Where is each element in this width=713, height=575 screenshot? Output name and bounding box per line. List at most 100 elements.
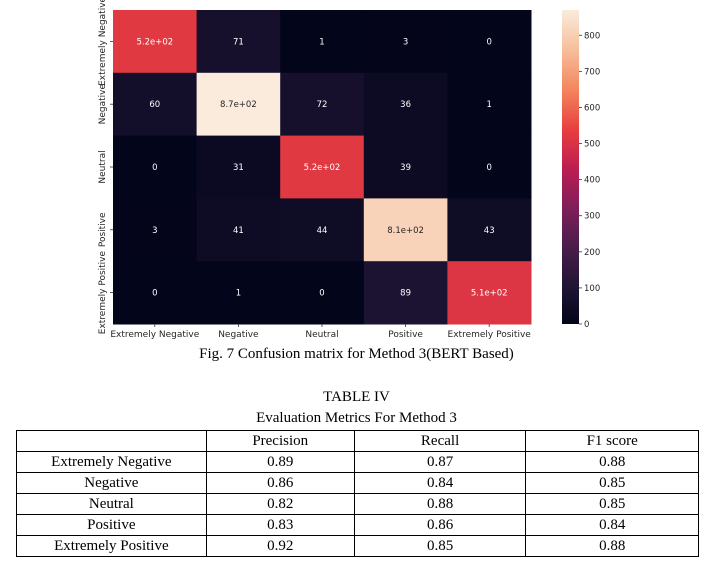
heatmap-cell xyxy=(196,72,281,137)
heatmap-cell xyxy=(113,198,198,262)
heatmap-cell xyxy=(363,72,448,137)
table-row: Neutral 0.82 0.88 0.85 xyxy=(16,493,699,515)
table-cell: 0.84 xyxy=(525,514,699,536)
colorbar-tick-labels: 0 100 200 300 400 500 600 700 800 xyxy=(579,31,600,330)
heatmap-cell xyxy=(113,72,198,137)
heatmap-cell-label: 0 xyxy=(152,289,157,299)
table-label: TABLE IV xyxy=(323,389,390,405)
y-axis-tick-label: Extremely Positive xyxy=(98,251,108,335)
confusion-matrix-figure: 5.2e+02 71 1 3 0 60 8.7e+02 72 36 1 0 31 5.2e+02 39 0 3… xyxy=(98,0,600,340)
heatmap-cell-label: 0 xyxy=(486,163,491,173)
heatmap-cell xyxy=(363,135,448,199)
heatmap-cells xyxy=(113,10,532,325)
colorbar xyxy=(562,10,579,324)
heatmap-cell-label: 36 xyxy=(400,100,411,110)
table-cell: 0.88 xyxy=(353,493,527,515)
heatmap-cell-label: 72 xyxy=(317,100,328,110)
table-cell: 0.86 xyxy=(205,472,355,494)
table-header-cell xyxy=(16,430,207,452)
heatmap-cell-label: 0 xyxy=(319,289,324,299)
table-cell: Positive xyxy=(16,514,207,536)
colorbar-tick-label: 200 xyxy=(584,248,600,258)
heatmap-cell-label: 89 xyxy=(400,289,411,299)
table-header-cell: Recall xyxy=(353,430,527,452)
heatmap-cell xyxy=(363,198,448,262)
y-axis-tick-label: Extremely Negative xyxy=(98,0,108,86)
table-cell: 0.88 xyxy=(525,451,699,473)
heatmap-cell xyxy=(363,261,448,325)
heatmap-cell-label: 60 xyxy=(149,100,160,110)
table-cell: 0.85 xyxy=(525,493,699,515)
heatmap-cell-label: 1 xyxy=(486,100,491,110)
x-axis-tick-label: Negative xyxy=(218,330,259,340)
evaluation-metrics-table: Precision Recall F1 score Extremely Nega… xyxy=(16,430,699,557)
table-title: Evaluation Metrics For Method 3 xyxy=(256,410,457,426)
heatmap-cell xyxy=(280,72,365,137)
heatmap-cell-label: 39 xyxy=(400,163,411,173)
heatmap-cell xyxy=(280,261,365,325)
colorbar-tick-label: 700 xyxy=(584,67,600,77)
table-header-cell: Precision xyxy=(205,430,355,452)
heatmap-cell-label: 71 xyxy=(233,37,244,47)
colorbar-tick-label: 0 xyxy=(584,320,589,330)
heatmap-cell xyxy=(280,198,365,262)
table-cell: Extremely Negative xyxy=(16,451,207,473)
table-cell: 0.85 xyxy=(353,535,527,557)
heatmap-cell-label: 43 xyxy=(484,226,495,236)
table-cell: 0.89 xyxy=(205,451,355,473)
x-axis-tick-label: Extremely Negative xyxy=(110,330,199,340)
colorbar-tick-label: 100 xyxy=(584,284,600,294)
heatmap-cell-label: 8.7e+02 xyxy=(220,100,257,110)
heatmap-cell-label: 1 xyxy=(236,289,241,299)
table-header-row: Precision Recall F1 score xyxy=(16,430,699,452)
table-header-cell: F1 score xyxy=(525,430,699,452)
table-cell: 0.85 xyxy=(525,472,699,494)
colorbar-tick-label: 500 xyxy=(584,140,600,150)
heatmap-cell xyxy=(447,261,532,325)
heatmap-cell-label: 1 xyxy=(319,37,324,47)
heatmap-cell xyxy=(447,10,532,74)
heatmap-cell xyxy=(113,10,198,74)
table-cell: Negative xyxy=(16,472,207,494)
table-cell: 0.82 xyxy=(205,493,355,515)
heatmap-cell-label: 0 xyxy=(152,163,157,173)
heatmap-cell-label: 31 xyxy=(233,163,244,173)
colorbar-tick-label: 300 xyxy=(584,212,600,222)
y-axis-tick-label: Negative xyxy=(98,84,108,125)
heatmap-cell xyxy=(447,198,532,262)
heatmap-cell-label: 5.2e+02 xyxy=(136,37,173,47)
heatmap-cell-label: 0 xyxy=(486,37,491,47)
heatmap-cell-label: 3 xyxy=(403,37,408,47)
table-row: Extremely Positive 0.92 0.85 0.88 xyxy=(16,535,699,557)
heatmap-cell xyxy=(280,10,365,74)
x-axis-tick-label: Extremely Positive xyxy=(448,330,532,340)
heatmap-cell xyxy=(363,10,448,74)
x-axis-tick-label: Neutral xyxy=(305,330,338,340)
heatmap-cell xyxy=(280,135,365,199)
table-cell: 0.86 xyxy=(353,514,527,536)
heatmap-cell xyxy=(196,10,281,74)
heatmap-cell xyxy=(196,261,281,325)
heatmap-cell xyxy=(196,198,281,262)
heatmap-cell-label: 8.1e+02 xyxy=(387,226,424,236)
heatmap-cell-label: 44 xyxy=(317,226,328,236)
colorbar-tick-label: 600 xyxy=(584,103,600,113)
table-cell: Extremely Positive xyxy=(16,535,207,557)
heatmap-cell-labels: 5.2e+02 71 1 3 060 8.7e+02 72 36 10 31 5.2e+02 39 03… xyxy=(136,37,507,298)
table-cell: 0.92 xyxy=(205,535,355,557)
table-row: Negative 0.86 0.84 0.85 xyxy=(16,472,699,494)
heatmap-cell xyxy=(113,135,198,199)
heatmap-cell xyxy=(113,261,198,325)
y-axis-tick-label: Neutral xyxy=(98,150,108,183)
heatmap-cell xyxy=(447,72,532,137)
heatmap-cell-label: 5.1e+02 xyxy=(471,289,508,299)
figure-caption: Fig. 7 Confusion matrix for Method 3(BER… xyxy=(199,346,514,362)
x-axis-tick-labels: Extremely Negative Negative Neutral Positiv… xyxy=(110,324,531,340)
colorbar-tick-label: 800 xyxy=(584,31,600,41)
heatmap-cell-label: 5.2e+02 xyxy=(304,163,341,173)
heatmap-cell xyxy=(196,135,281,199)
y-axis-tick-label: Positive xyxy=(98,212,108,247)
table-cell: 0.84 xyxy=(353,472,527,494)
colorbar-tick-label: 400 xyxy=(584,176,600,186)
